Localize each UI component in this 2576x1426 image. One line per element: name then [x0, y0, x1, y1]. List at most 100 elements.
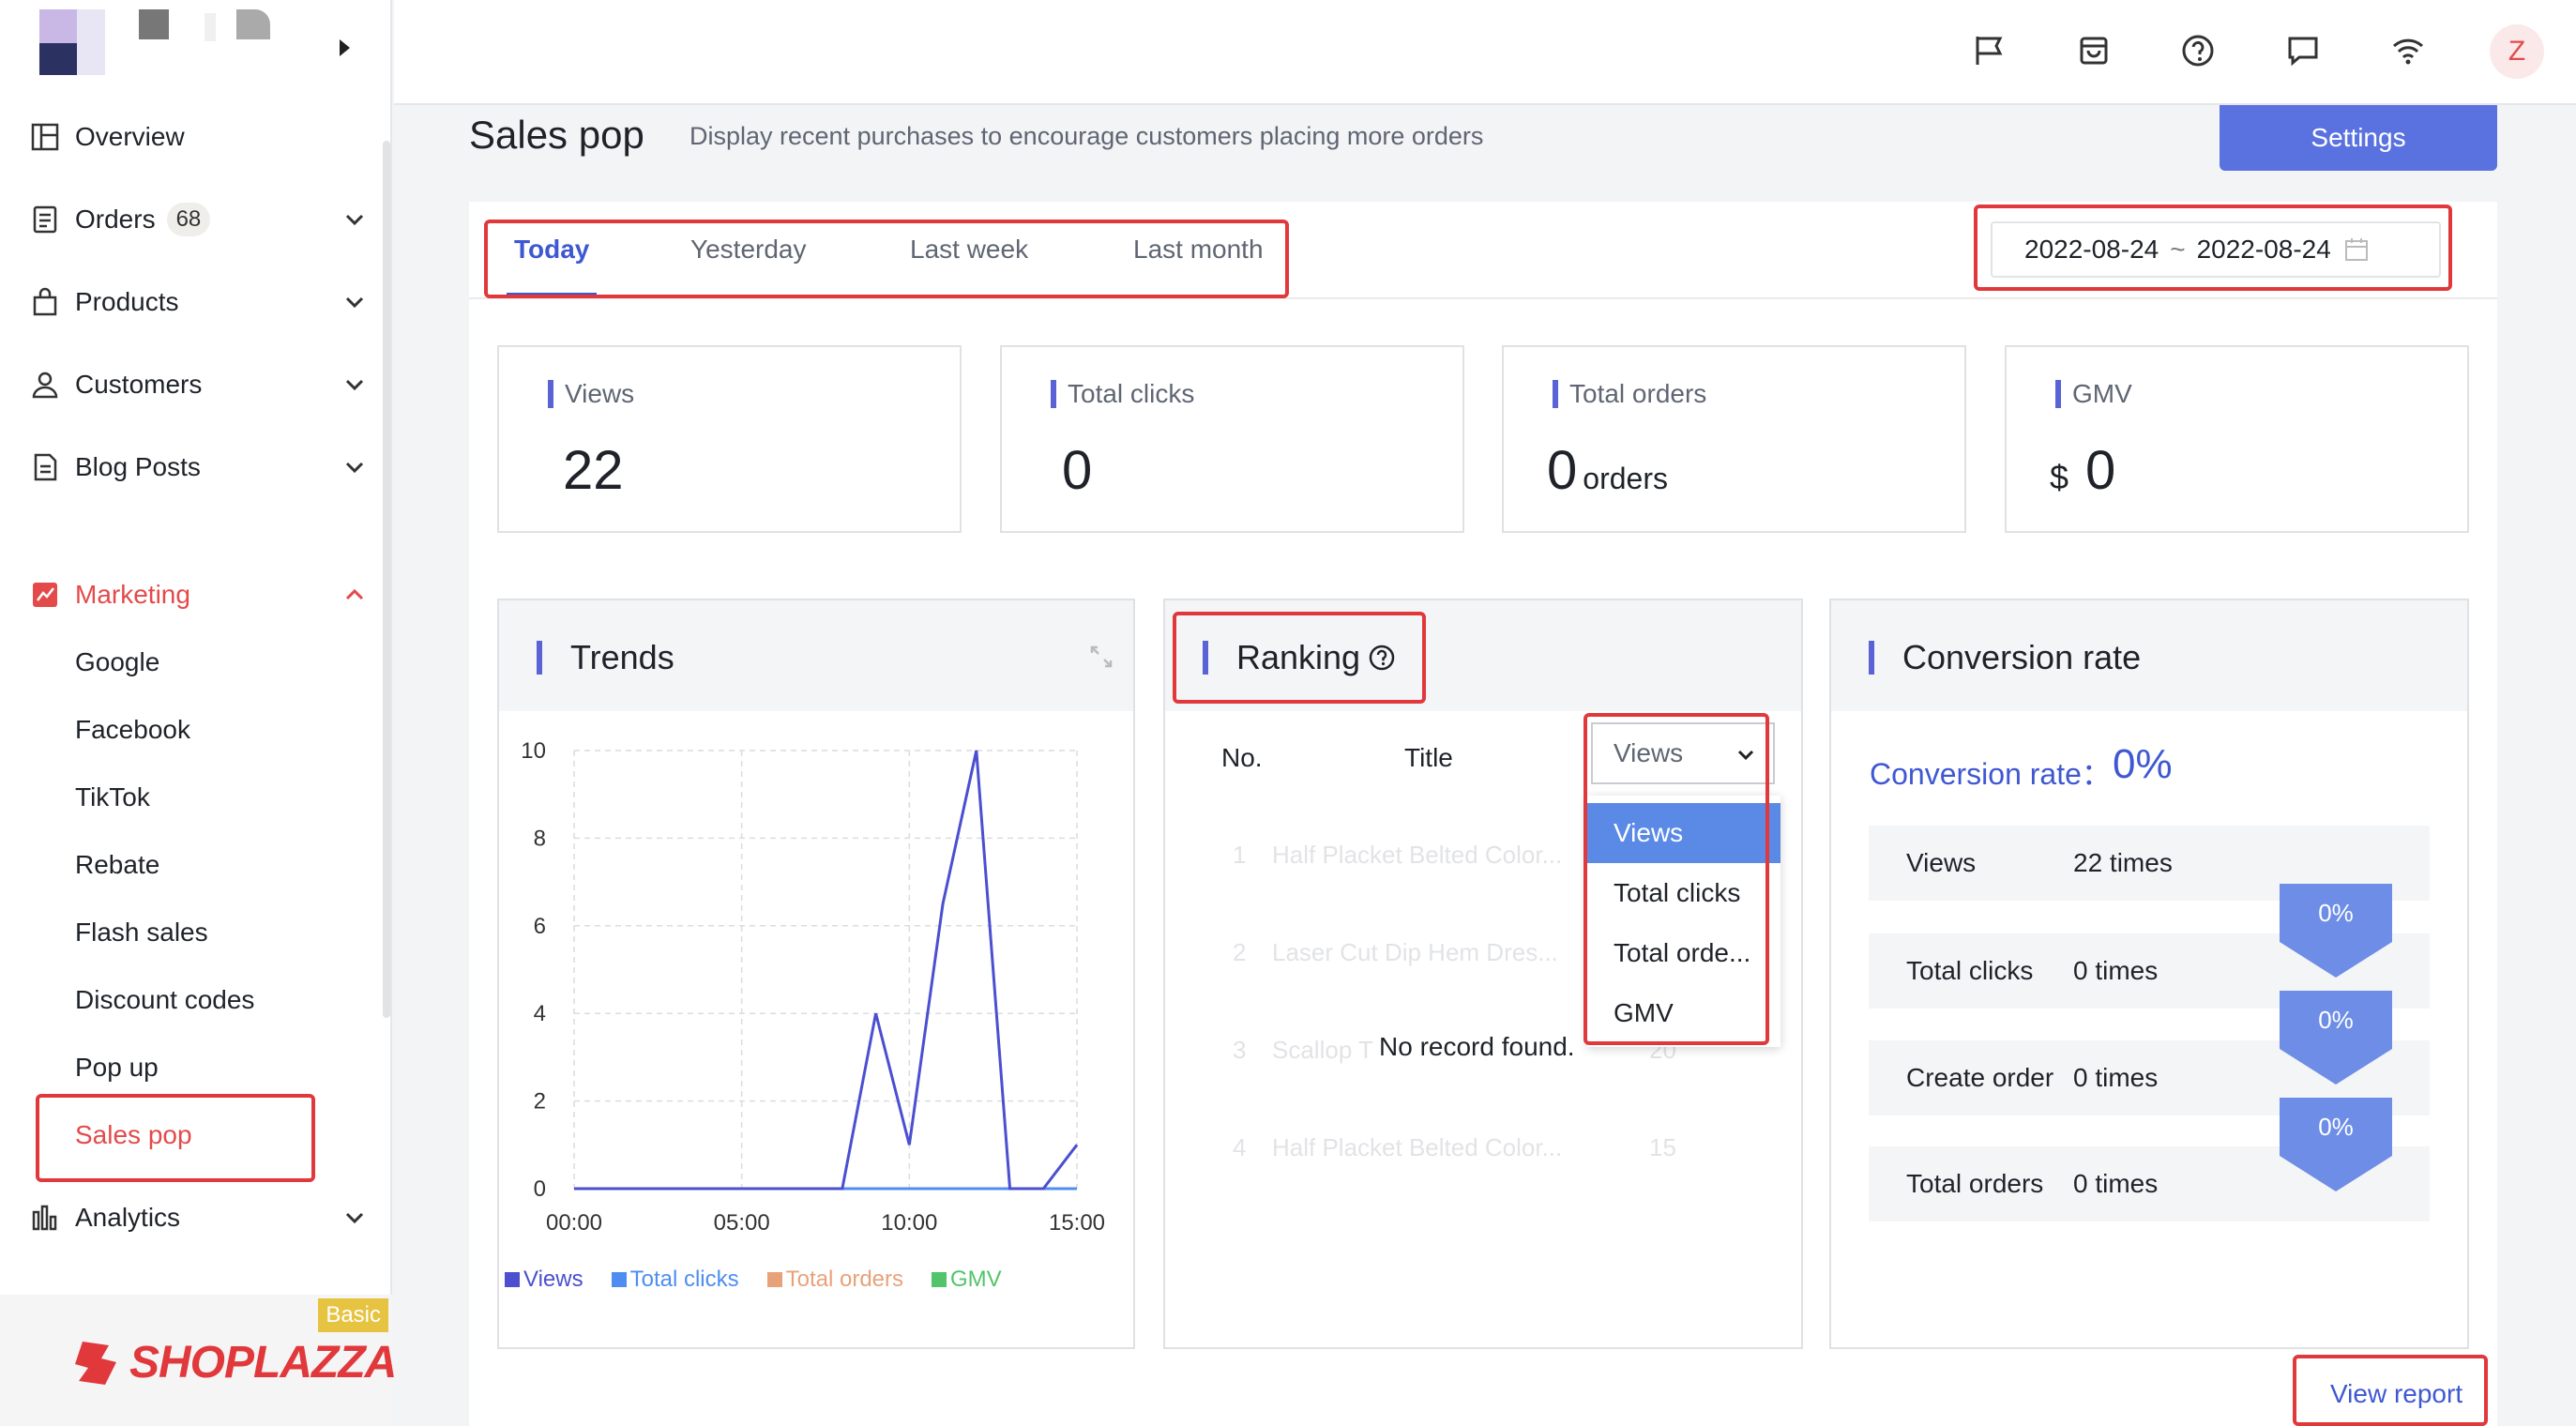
chart-legend: Views Total clicks Total orders GMV: [505, 1267, 1030, 1293]
highlight-box: [2293, 1355, 2488, 1426]
sidebar-scrollbar[interactable]: [383, 141, 390, 1018]
legend-label: GMV: [950, 1267, 1002, 1292]
tab-last-month[interactable]: Last month: [1133, 235, 1264, 264]
analytics-icon: [28, 1201, 62, 1235]
sidebar-item-label: Marketing: [75, 580, 190, 609]
legend-item[interactable]: Total orders: [766, 1267, 903, 1293]
stat-value: $0: [2050, 439, 2115, 502]
sidebar-item-analytics[interactable]: Analytics: [28, 1190, 366, 1246]
help-icon[interactable]: [1368, 644, 1396, 672]
store-logo[interactable]: [39, 9, 302, 75]
logo-block: [39, 43, 77, 75]
stat-unit: orders: [1583, 462, 1668, 495]
overview-icon: [28, 120, 62, 154]
legend-label: Views: [523, 1267, 583, 1292]
dropdown-option-gmv[interactable]: GMV: [1614, 998, 1674, 1027]
sidebar-subitem-flash-sales[interactable]: Flash sales: [75, 918, 208, 947]
highlight-box: [1974, 205, 2452, 291]
customers-icon: [28, 368, 62, 402]
message-icon[interactable]: [2284, 32, 2322, 69]
ranking-row-title: Half Placket Belted Color...: [1272, 841, 1563, 869]
stat-label: GMV: [2055, 379, 2132, 409]
stat-label: Total clicks: [1051, 379, 1194, 409]
empty-state-text: No record found.: [1379, 1032, 1575, 1061]
conversion-rate-label: Conversion rate：: [1870, 757, 2112, 791]
sidebar-toggle-icon[interactable]: [340, 39, 350, 56]
sidebar: Overview Orders 68 Products Customers Bl…: [0, 0, 397, 1426]
stat-currency: $: [2050, 458, 2069, 496]
help-icon[interactable]: [2179, 32, 2217, 69]
calendar-icon: [2344, 238, 2368, 261]
page-description: Display recent purchases to encourage cu…: [689, 122, 1484, 150]
legend-item[interactable]: GMV: [932, 1267, 1002, 1293]
sidebar-item-overview[interactable]: Overview: [28, 109, 366, 165]
ranking-row-no: 2: [1233, 938, 1247, 966]
flag-icon[interactable]: [1970, 32, 2008, 69]
sidebar-item-orders[interactable]: Orders 68: [28, 191, 366, 248]
select-value: Views: [1614, 738, 1684, 767]
products-icon: [28, 285, 62, 319]
funnel-value: 0 times: [2073, 1063, 2159, 1092]
step-rate-value: 0%: [2318, 1113, 2354, 1141]
sidebar-item-products[interactable]: Products: [28, 274, 366, 330]
sidebar-item-marketing[interactable]: Marketing: [28, 567, 366, 623]
chevron-down-icon: [345, 214, 364, 226]
chevron-down-icon: [345, 296, 364, 309]
sidebar-subitem-sales-pop[interactable]: Sales pop: [75, 1120, 192, 1149]
dropdown-option-views[interactable]: Views: [1587, 803, 1780, 863]
funnel-label: Views: [1906, 848, 1977, 877]
sidebar-item-label: Orders: [75, 205, 156, 234]
ranking-row-title: Laser Cut Dip Hem Dres...: [1272, 938, 1558, 966]
panel-header: [1831, 600, 2467, 711]
sidebar-item-label: Products: [75, 287, 179, 316]
tab-yesterday[interactable]: Yesterday: [690, 235, 807, 264]
y-tick-label: 6: [534, 914, 546, 939]
step-rate-value: 0%: [2318, 1006, 2354, 1034]
sidebar-subitem-facebook[interactable]: Facebook: [75, 715, 190, 744]
stat-label-text: Total orders: [1569, 379, 1707, 408]
ranking-row-no: 4: [1233, 1133, 1247, 1161]
ranking-metric-dropdown: Views Total clicks Total orde... GMV: [1587, 796, 1780, 1047]
blog-icon: [28, 450, 62, 484]
sidebar-item-blog-posts[interactable]: Blog Posts: [28, 439, 366, 495]
y-tick-label: 2: [534, 1089, 546, 1115]
logo-block: [39, 9, 77, 43]
shoplazza-logo: SHOPLAZZA: [73, 1337, 397, 1388]
series-line-views: [574, 750, 1079, 1191]
sidebar-subitem-pop-up[interactable]: Pop up: [75, 1053, 159, 1082]
stat-card-total-orders: Total orders 0 orders: [1502, 345, 1966, 533]
funnel-value: 22 times: [2073, 848, 2173, 877]
chevron-up-icon: [345, 588, 364, 600]
store-icon[interactable]: [2075, 32, 2113, 69]
panel-title-text: Conversion rate: [1902, 638, 2142, 676]
x-tick-label: 00:00: [546, 1210, 602, 1236]
sidebar-subitem-discount-codes[interactable]: Discount codes: [75, 985, 255, 1014]
highlight-box: [484, 220, 1289, 298]
sidebar-subitem-google[interactable]: Google: [75, 647, 160, 676]
legend-item[interactable]: Total clicks: [611, 1267, 739, 1293]
sidebar-item-customers[interactable]: Customers: [28, 356, 366, 413]
avatar[interactable]: Z: [2490, 24, 2544, 79]
tab-last-week[interactable]: Last week: [910, 235, 1029, 264]
legend-swatch: [766, 1272, 782, 1287]
panel-title: Conversion rate: [1869, 638, 2141, 677]
sidebar-subitem-tiktok[interactable]: TikTok: [75, 782, 150, 812]
ranking-metric-select[interactable]: Views: [1591, 722, 1775, 784]
page-title: Sales pop: [469, 113, 644, 157]
stat-card-views: Views 22: [497, 345, 962, 533]
settings-button[interactable]: Settings: [2220, 105, 2497, 171]
date-range-picker[interactable]: 2022-08-24 ~ 2022-08-24: [1991, 221, 2441, 278]
sidebar-item-label: Customers: [75, 370, 203, 399]
legend-item[interactable]: Views: [505, 1267, 583, 1293]
expand-icon[interactable]: [1088, 644, 1114, 670]
sidebar-subitem-rebate[interactable]: Rebate: [75, 850, 160, 879]
tab-today[interactable]: Today: [514, 235, 590, 264]
y-tick-label: 10: [521, 738, 546, 764]
funnel-label: Create order: [1906, 1063, 2054, 1092]
dropdown-option-total-orders[interactable]: Total orde...: [1614, 938, 1751, 967]
wifi-icon[interactable]: [2389, 32, 2427, 69]
ranking-row-no: 3: [1233, 1036, 1247, 1064]
view-report-link[interactable]: View report: [2330, 1379, 2463, 1408]
dropdown-option-total-clicks[interactable]: Total clicks: [1614, 878, 1741, 907]
step-rate-arrow: 0%: [2280, 991, 2392, 1085]
